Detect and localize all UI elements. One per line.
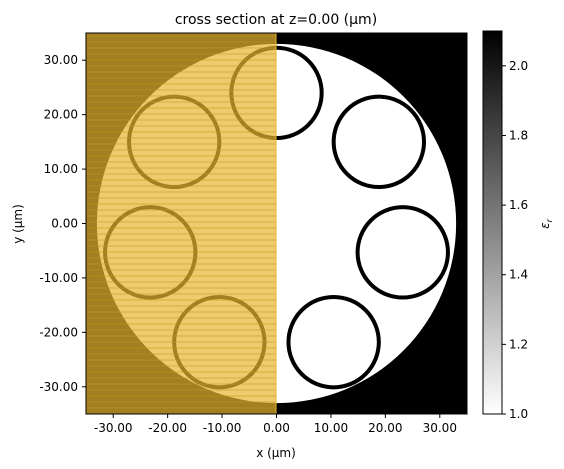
ring-2 — [331, 94, 427, 190]
colorbar-tick-label: 1.4 — [509, 268, 528, 282]
colorbar-tick-label: 1.2 — [509, 337, 528, 351]
x-tick-label: 30.00 — [423, 421, 457, 435]
chart-title: cross section at z=0.00 (μm) — [175, 12, 377, 28]
x-tick-label: 10.00 — [314, 421, 348, 435]
x-tick-label: 20.00 — [368, 421, 402, 435]
y-tick-label: 10.00 — [44, 162, 78, 176]
colorbar-tick-label: 2.0 — [509, 59, 528, 73]
x-axis-label: x (μm) — [256, 446, 296, 460]
y-tick-label: -10.00 — [39, 271, 78, 285]
y-tick-label: 0.00 — [51, 217, 78, 231]
x-tick-label: 0.00 — [263, 421, 290, 435]
colorbar-label: εr — [538, 218, 554, 229]
x-tick-label: -30.00 — [94, 421, 133, 435]
y-tick-label: 20.00 — [44, 108, 78, 122]
overlay-hatch — [86, 35, 277, 409]
colorbar-ticks: 1.0 1.2 1.4 1.6 1.8 2.0 — [502, 59, 528, 421]
x-tick-label: -20.00 — [148, 421, 187, 435]
simulation-overlay — [86, 33, 277, 414]
plot-area — [86, 33, 467, 414]
y-tick-label: -20.00 — [39, 325, 78, 339]
ring-4 — [286, 294, 381, 390]
y-axis-label: y (μm) — [11, 204, 25, 244]
y-tick-label: -30.00 — [39, 380, 78, 394]
colorbar-tick-label: 1.6 — [509, 198, 528, 212]
colorbar: 1.0 1.2 1.4 1.6 1.8 2.0 εr — [482, 30, 554, 421]
colorbar-gradient — [482, 30, 503, 415]
x-axis-ticks: -30.00 -20.00 -10.00 0.00 10.00 20.00 30.00 — [94, 414, 457, 435]
y-axis-ticks: -30.00 -20.00 -10.00 0.00 10.00 20.00 30.00 — [39, 53, 86, 394]
x-tick-label: -10.00 — [203, 421, 242, 435]
y-tick-label: 30.00 — [44, 53, 78, 67]
colorbar-tick-label: 1.8 — [509, 128, 528, 142]
ring-3 — [355, 205, 450, 300]
colorbar-tick-label: 1.0 — [509, 407, 528, 421]
